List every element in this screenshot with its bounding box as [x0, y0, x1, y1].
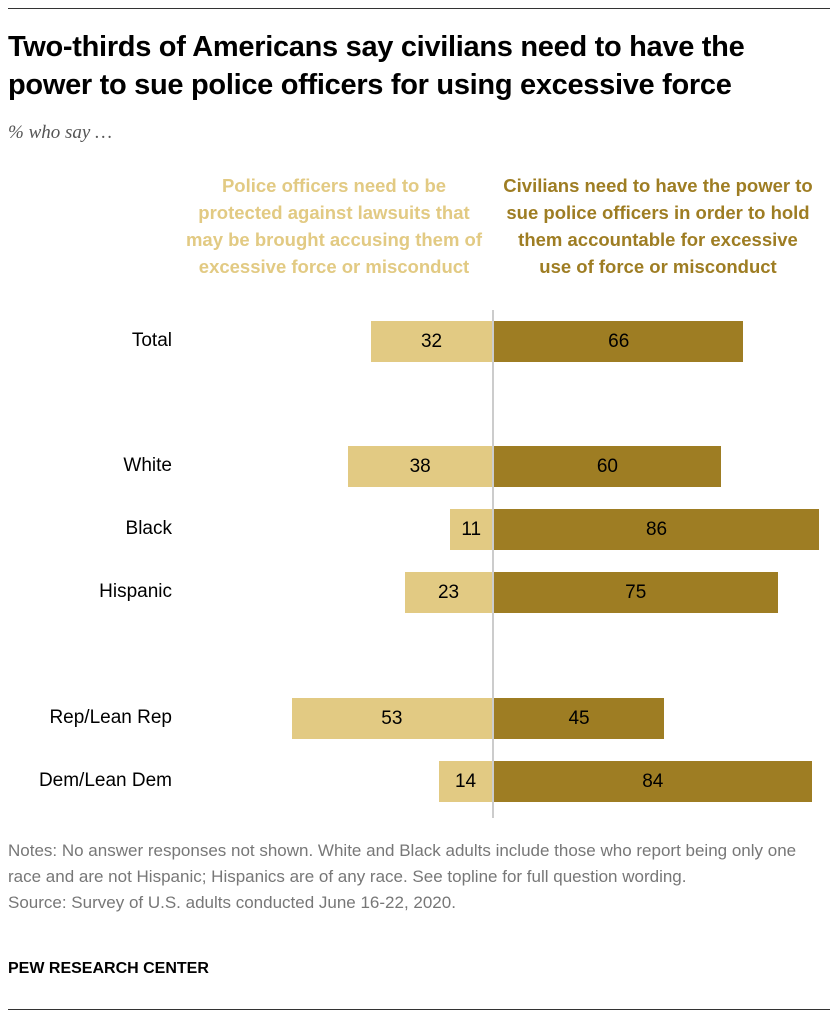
data-label: 66 — [608, 331, 630, 352]
data-label: 86 — [645, 519, 668, 540]
bottom-rule — [8, 1009, 830, 1010]
bar-sue — [494, 509, 820, 550]
legend-sue: Civilians need to have the power to sue … — [503, 175, 813, 277]
category-label: Dem/Lean Dem — [38, 770, 172, 791]
data-label: 45 — [568, 708, 590, 729]
data-label: 53 — [381, 708, 403, 729]
data-label: 60 — [596, 456, 618, 477]
data-label: 11 — [461, 519, 482, 540]
bar-protect — [291, 698, 492, 739]
category-label: Rep/Lean Rep — [49, 707, 172, 728]
brand-logo-text: PEW RESEARCH CENTER — [8, 960, 209, 977]
data-label: 23 — [437, 582, 460, 603]
notes-text: Notes: No answer responses not shown. Wh… — [8, 841, 797, 886]
bar-sue — [494, 761, 812, 802]
chart-subtitle: % who say … — [8, 122, 112, 143]
bar-protect — [405, 572, 492, 613]
data-label: 75 — [625, 582, 647, 603]
bar-sue — [494, 446, 721, 487]
bar-sue — [494, 698, 665, 739]
category-label: Black — [125, 518, 172, 539]
category-label: White — [123, 455, 172, 476]
bar-sue — [494, 321, 744, 362]
category-label: Total — [131, 330, 172, 351]
bar-protect — [450, 509, 492, 550]
bar-protect — [348, 446, 492, 487]
notes: Notes: No answer responses not shown. Wh… — [8, 838, 828, 916]
source-text: Source: Survey of U.S. adults conducted … — [8, 893, 456, 912]
data-label: 32 — [420, 331, 443, 352]
top-rule — [8, 8, 830, 9]
data-label: 38 — [409, 456, 431, 477]
zero-axis — [492, 310, 494, 818]
bar-sue — [494, 572, 778, 613]
legend-protect: Police officers need to be protected aga… — [185, 175, 483, 277]
category-label: Hispanic — [99, 581, 172, 602]
bar-protect — [439, 761, 492, 802]
data-label: 14 — [454, 771, 477, 792]
data-label: 84 — [642, 771, 664, 792]
chart-title: Two-thirds of Americans say civilians ne… — [8, 31, 745, 101]
bar-protect — [371, 321, 492, 362]
